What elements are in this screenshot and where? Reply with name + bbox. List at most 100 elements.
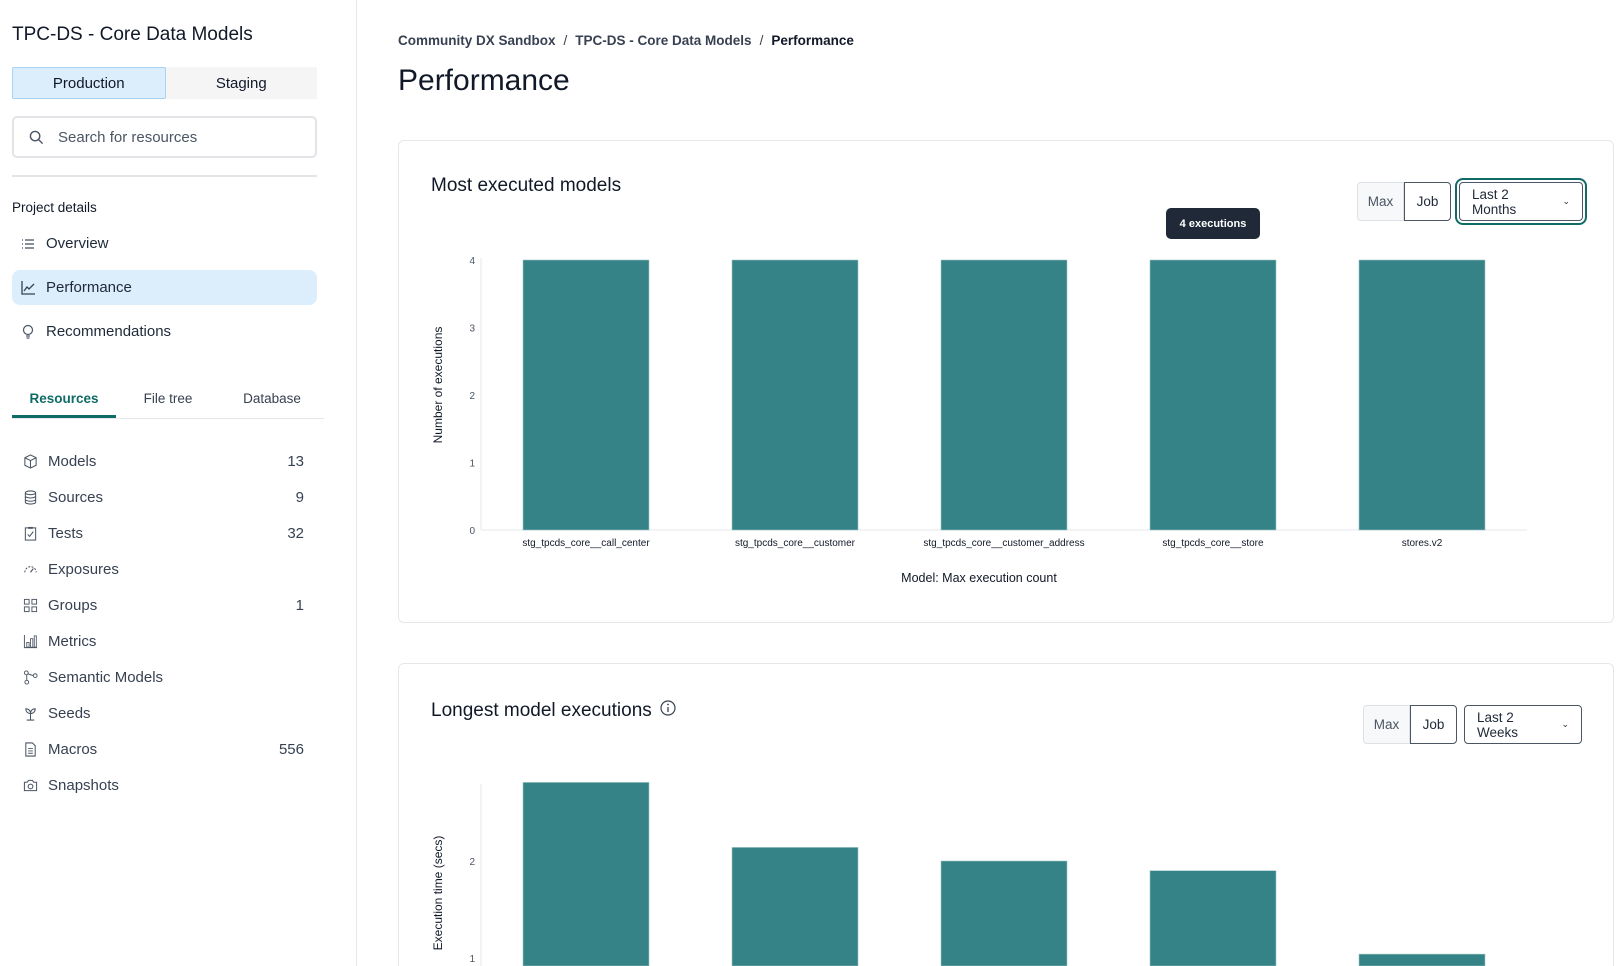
resource-label: Groups <box>48 596 98 614</box>
search-icon <box>28 129 44 145</box>
x-tick-label: stg_tpcds_core__customer_address <box>923 538 1084 549</box>
y-tick-label: 1 <box>469 954 475 965</box>
search-input[interactable] <box>58 128 278 146</box>
resource-item-macros[interactable]: Macros 556 <box>22 737 304 763</box>
bar <box>1149 259 1277 531</box>
nav-overview[interactable]: Overview <box>12 226 317 261</box>
nav-label: Recommendations <box>46 323 172 340</box>
tab-database[interactable]: Database <box>243 391 301 406</box>
bar <box>522 259 650 531</box>
resource-label: Snapshots <box>48 777 119 795</box>
grid-icon <box>22 597 38 613</box>
bar <box>522 782 650 966</box>
resource-label: Tests <box>48 524 84 542</box>
time-range-dropdown[interactable]: Last 2 Weeks ⌄ <box>1464 705 1582 744</box>
cube-icon <box>22 453 38 469</box>
resource-label: Models <box>48 452 97 470</box>
resource-count: 9 <box>295 488 304 506</box>
resource-label: Macros <box>48 741 98 759</box>
resource-count: 32 <box>287 524 304 542</box>
breadcrumb-separator: / <box>563 33 568 48</box>
resource-count: 1 <box>295 596 304 614</box>
environment-toggle: Production Staging <box>12 67 317 99</box>
max-job-toggle: Max Job <box>1363 705 1457 744</box>
y-axis-label: Number of executions <box>431 327 445 444</box>
card-title: Most executed models <box>431 175 622 196</box>
breadcrumb-project[interactable]: TPC-DS - Core Data Models <box>575 33 752 48</box>
resource-item-sources[interactable]: Sources 9 <box>22 484 304 510</box>
info-icon[interactable] <box>660 700 676 722</box>
env-production-button[interactable]: Production <box>12 67 166 99</box>
file-text-icon <box>22 742 38 758</box>
nav-recommendations[interactable]: Recommendations <box>12 314 317 349</box>
database-icon <box>22 489 38 505</box>
y-tick-label: 2 <box>469 391 475 402</box>
project-title: TPC-DS - Core Data Models <box>12 24 253 45</box>
y-tick-label: 0 <box>469 526 475 537</box>
bar <box>940 860 1068 966</box>
list-icon <box>20 236 36 252</box>
resource-item-snapshots[interactable]: Snapshots <box>22 773 304 799</box>
x-tick-label: stg_tpcds_core__customer <box>735 538 856 549</box>
tab-resources[interactable]: Resources <box>12 385 116 418</box>
y-axis-label: Execution time (secs) <box>431 836 445 951</box>
breadcrumb-separator: / <box>759 33 764 48</box>
resource-tabs: Resources File tree Database <box>12 385 324 419</box>
max-button[interactable]: Max <box>1357 182 1404 221</box>
project-details-label: Project details <box>12 200 97 215</box>
resource-count: 13 <box>287 452 304 470</box>
nav-performance[interactable]: Performance <box>12 270 317 305</box>
resource-label: Metrics <box>48 633 97 650</box>
camera-icon <box>22 778 38 794</box>
breadcrumb-sandbox[interactable]: Community DX Sandbox <box>398 33 556 48</box>
resource-count: 556 <box>278 741 304 759</box>
sprout-icon <box>22 706 38 722</box>
job-button[interactable]: Job <box>1410 705 1457 744</box>
max-job-toggle: Max Job <box>1357 182 1451 221</box>
bar <box>1358 953 1486 966</box>
bar-tooltip: 4 executions <box>1166 208 1260 239</box>
resource-item-tests[interactable]: Tests 32 <box>22 520 304 546</box>
line-chart-icon <box>20 280 36 296</box>
time-range-dropdown[interactable]: Last 2 Months ⌄ <box>1459 182 1583 221</box>
resource-item-metrics[interactable]: Metrics <box>22 629 304 655</box>
gauge-icon <box>22 561 38 577</box>
bar <box>731 847 859 966</box>
resource-item-models[interactable]: Models 13 <box>22 448 304 474</box>
breadcrumb-current: Performance <box>771 33 854 48</box>
job-button[interactable]: Job <box>1404 182 1451 221</box>
resource-label: Semantic Models <box>48 669 164 687</box>
env-staging-button[interactable]: Staging <box>215 74 267 92</box>
resource-item-groups[interactable]: Groups 1 <box>22 592 304 618</box>
resource-label: Exposures <box>48 560 119 578</box>
chevron-down-icon: ⌄ <box>1562 196 1570 206</box>
clipboard-check-icon <box>22 525 38 541</box>
card-title-wrap: Longest model executions <box>431 700 676 722</box>
x-axis-label: Model: Max execution count <box>901 571 1057 585</box>
y-tick-label: 2 <box>469 857 475 868</box>
x-tick-label: stores.v2 <box>1402 538 1443 549</box>
nodes-icon <box>22 670 38 686</box>
time-range-value: Last 2 Months <box>1472 186 1517 217</box>
resource-item-seeds[interactable]: Seeds <box>22 701 304 727</box>
resource-item-semantic-models[interactable]: Semantic Models <box>22 665 304 691</box>
resource-item-exposures[interactable]: Exposures <box>22 556 304 582</box>
x-tick-label: stg_tpcds_core__store <box>1162 538 1264 549</box>
nav-label: Performance <box>46 279 132 296</box>
page-title: Performance <box>398 64 570 97</box>
tab-file-tree[interactable]: File tree <box>143 391 193 406</box>
chevron-down-icon: ⌄ <box>1561 719 1569 729</box>
sidebar: TPC-DS - Core Data Models Production Sta… <box>0 0 357 966</box>
bar-chart-icon <box>22 634 38 650</box>
nav-label: Overview <box>46 235 109 252</box>
y-tick-label: 4 <box>469 256 475 267</box>
bar <box>731 259 859 531</box>
resource-label: Sources <box>48 488 104 506</box>
resource-label: Seeds <box>48 705 91 723</box>
divider <box>12 175 317 177</box>
lightbulb-icon <box>20 324 36 340</box>
max-button[interactable]: Max <box>1363 705 1410 744</box>
y-tick-label: 3 <box>469 324 475 335</box>
